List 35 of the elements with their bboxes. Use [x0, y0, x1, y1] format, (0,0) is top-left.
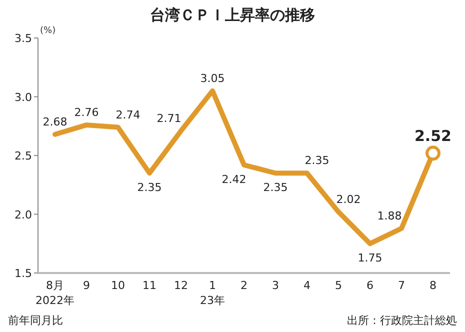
data-label: 2.76 [74, 106, 99, 119]
x-tick-label: 9 [83, 279, 90, 292]
x-tick-label: 4 [304, 279, 310, 292]
data-label: 2.42 [222, 172, 246, 186]
data-label: 1.88 [377, 209, 402, 222]
y-tick-label: 2.0 [14, 208, 32, 222]
y-tick-label: 3.0 [14, 90, 32, 104]
y-axis-title: (%) [40, 26, 56, 36]
x-tick-label: 8 [430, 279, 436, 292]
y-tick-label: 2.5 [14, 150, 32, 162]
y-tick-label: 3.5 [14, 32, 32, 45]
x-tick-label: 11 [142, 279, 156, 292]
x-tick-label: 1 23年 [200, 279, 225, 307]
data-label: 1.75 [358, 252, 382, 265]
y-tick-label: 1.5 [14, 267, 32, 280]
text: 出所：行政院主計総処 [347, 314, 457, 327]
data-label: 2.68 [42, 115, 68, 128]
data-label: 2.74 [116, 108, 140, 122]
x-tick-label: 10 [111, 279, 125, 292]
chart-title: 台湾ＣＰＩ上昇率の推移 [150, 6, 315, 24]
data-label: 2.35 [137, 181, 162, 194]
data-label: 2.35 [304, 154, 330, 168]
data-label: 2.71 [156, 112, 182, 125]
x-tick-label: 8月 2022年 [36, 279, 74, 307]
x-tick-label: 5 [335, 279, 342, 292]
data-label: 2.02 [336, 192, 361, 206]
data-label: 2.35 [263, 181, 288, 194]
x-tick-label: 12 [174, 279, 188, 292]
x-tick-label: 6 [366, 279, 374, 292]
x-tick-label: 3 [272, 279, 279, 292]
x-tick-label: 2 [240, 279, 248, 292]
data-label: 3.05 [200, 72, 225, 85]
x-tick-label: 7 [398, 279, 405, 292]
data-label: 2.52 [414, 127, 452, 146]
text: 前年同月比 [8, 314, 63, 327]
